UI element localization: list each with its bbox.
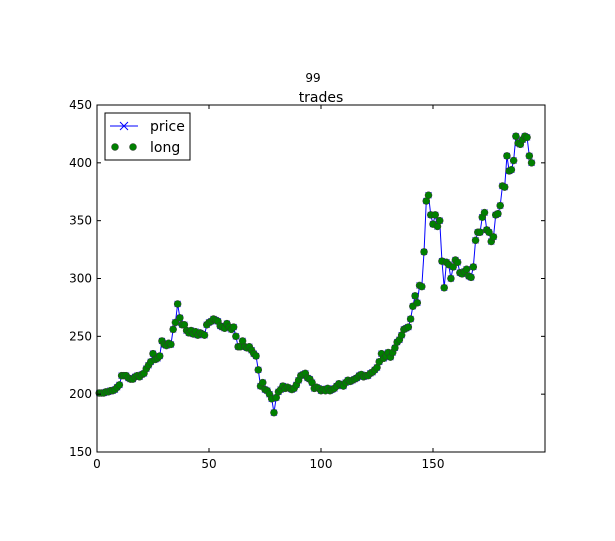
plot-area: [95, 132, 536, 417]
long-point: [453, 258, 462, 267]
y-tick-label: 150: [69, 445, 92, 459]
long-point: [435, 216, 444, 225]
long-point: [252, 352, 260, 360]
long-point: [507, 166, 516, 174]
x-tick-label: 0: [93, 457, 101, 471]
x-tick-label: 100: [310, 457, 333, 471]
long-point: [489, 233, 498, 241]
long-point: [404, 323, 413, 331]
long-point: [509, 156, 518, 165]
long-point: [229, 323, 238, 331]
long-point: [418, 282, 426, 291]
long-point: [447, 274, 455, 283]
legend: price long: [104, 112, 191, 161]
long-point: [413, 299, 422, 307]
legend-label-price: price: [150, 119, 185, 135]
long-point: [411, 292, 419, 300]
long-point: [254, 366, 263, 374]
long-point: [503, 152, 511, 160]
long-point: [115, 381, 124, 389]
long-point: [420, 248, 428, 256]
long-point: [462, 265, 471, 273]
y-tick-label: 350: [69, 214, 92, 228]
legend-box: [104, 112, 191, 161]
long-point: [406, 315, 415, 323]
long-point: [232, 332, 240, 341]
y-tick-label: 300: [69, 272, 92, 286]
long-point: [171, 318, 180, 327]
long-point: [512, 132, 520, 140]
long-point: [523, 133, 531, 142]
long-point: [440, 284, 448, 292]
long-point: [494, 209, 502, 218]
long-point: [176, 314, 184, 322]
long-point: [169, 325, 177, 334]
legend-label-long: long: [150, 140, 180, 156]
y-tick-label: 250: [69, 329, 92, 343]
long-point: [424, 191, 433, 199]
long-point: [469, 263, 478, 271]
legend-long-marker-icon: [111, 143, 119, 151]
long-point: [496, 201, 504, 210]
legend-long-marker-icon: [129, 143, 137, 151]
long-point: [485, 228, 493, 236]
long-point: [167, 340, 175, 349]
y-tick-label: 200: [69, 387, 92, 401]
y-tick-label: 400: [69, 156, 92, 170]
chart-suptitle: 99: [305, 71, 320, 85]
x-tick-label: 50: [201, 457, 216, 471]
long-point: [525, 152, 534, 160]
long-point: [449, 263, 457, 271]
axis-ticks: 0 50 100 150 150 200 250 300 350 400 450: [69, 98, 545, 471]
long-point: [155, 352, 164, 360]
long-point: [480, 208, 489, 217]
long-point: [173, 300, 182, 308]
chart-title: trades: [299, 90, 344, 106]
long-point: [431, 211, 439, 219]
long-point: [467, 273, 475, 282]
long-point: [270, 408, 278, 417]
long-point: [500, 183, 509, 191]
long-point: [476, 228, 484, 236]
y-tick-label: 450: [69, 98, 92, 112]
long-point: [527, 159, 536, 167]
long-point: [200, 331, 209, 339]
long-point: [471, 236, 480, 245]
long-point: [259, 378, 267, 387]
legend-price-x-marker-icon: [119, 121, 129, 131]
x-tick-label: 150: [422, 457, 445, 471]
